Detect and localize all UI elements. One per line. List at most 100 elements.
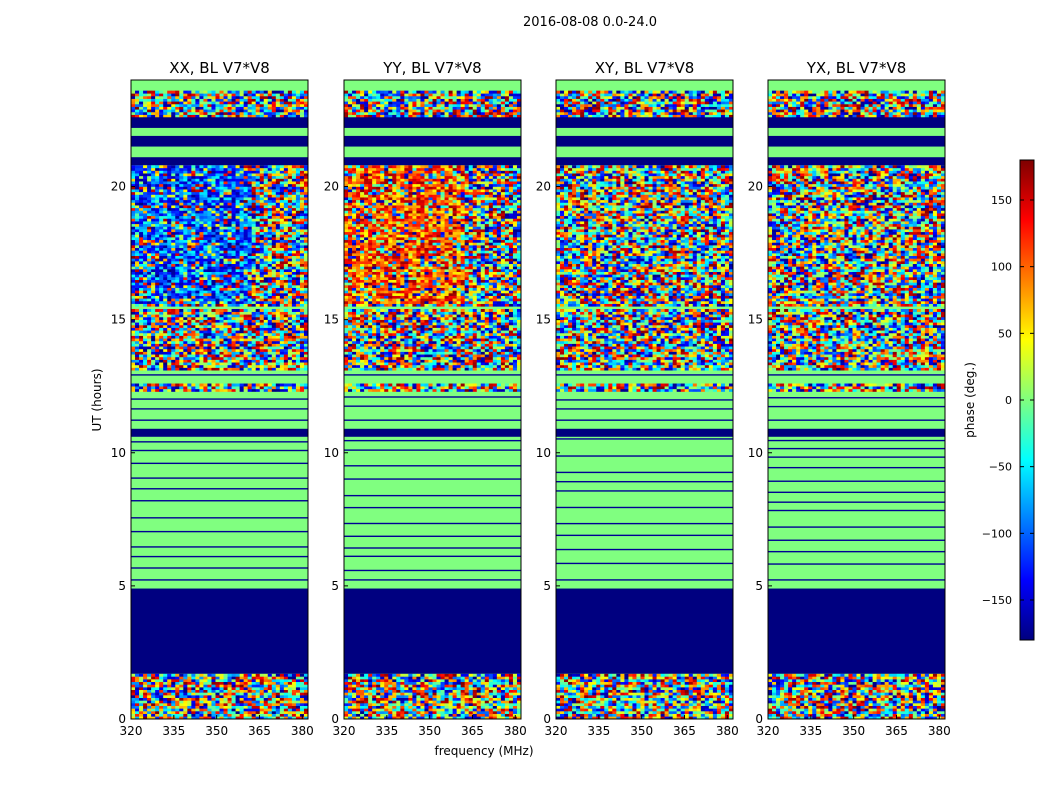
heatmap-cell [239, 173, 244, 177]
heatmap-cell [159, 213, 164, 217]
heatmap-cell [163, 388, 168, 392]
heatmap-cell [299, 197, 305, 201]
heatmap-cell [175, 250, 180, 254]
heatmap-cell [279, 279, 285, 283]
heatmap-cell [283, 191, 289, 195]
heatmap-cell [239, 226, 244, 230]
heatmap-cell [299, 703, 305, 706]
heatmap-cell [155, 202, 160, 206]
heatmap-cell [295, 332, 301, 336]
heatmap-cell [251, 298, 256, 302]
heatmap-cell [283, 713, 289, 717]
heatmap-cell [231, 111, 236, 115]
heatmap-cell [187, 703, 192, 706]
heatmap-cell [159, 250, 164, 254]
heatmap-cell [271, 324, 277, 328]
heatmap-cell [299, 311, 305, 315]
heatmap-cell [255, 271, 261, 275]
heatmap-cell [163, 170, 168, 174]
heatmap-cell [259, 103, 265, 107]
heatmap-cell [259, 167, 265, 171]
heatmap-cell [295, 213, 301, 217]
heatmap-cell [380, 711, 385, 714]
heatmap-cell [243, 708, 248, 712]
heatmap-cell [191, 226, 196, 230]
heatmap-cell [131, 269, 136, 272]
heatmap-cell [219, 165, 224, 169]
heatmap-cell [368, 716, 373, 720]
heatmap-cell [251, 207, 256, 211]
heatmap-cell [191, 231, 196, 235]
heatmap-cell [211, 170, 216, 174]
heatmap-cell [199, 676, 204, 680]
heatmap-cell [247, 194, 252, 198]
heatmap-cell [203, 356, 208, 360]
heatmap-cell [211, 388, 216, 392]
heatmap-cell [251, 346, 256, 350]
heatmap-cell [191, 330, 196, 334]
heatmap-cell [171, 705, 176, 709]
heatmap-cell [159, 673, 164, 677]
heatmap-cell [151, 340, 156, 344]
heatmap-cell [235, 332, 240, 336]
heatmap-cell [303, 165, 309, 169]
heatmap-cell [215, 194, 220, 198]
heatmap-cell [247, 101, 252, 105]
heatmap-cell [287, 367, 293, 371]
heatmap-cell [243, 175, 248, 179]
heatmap-cell [159, 705, 164, 709]
heatmap-cell [151, 183, 156, 187]
heatmap-cell [175, 101, 180, 105]
heatmap-cell [235, 362, 240, 366]
heatmap-cell [251, 351, 256, 355]
heatmap-cell [263, 386, 269, 390]
heatmap-cell [147, 383, 152, 387]
heatmap-cell [295, 95, 301, 99]
heatmap-cell [167, 279, 172, 283]
heatmap-cell [243, 705, 248, 709]
heatmap-cell [195, 711, 200, 714]
heatmap-cell [131, 703, 136, 706]
heatmap-cell [199, 330, 204, 334]
heatmap-cell [235, 703, 240, 706]
heatmap-cell [187, 269, 192, 272]
heatmap-cell [155, 684, 160, 688]
heatmap-cell [147, 367, 152, 371]
heatmap-cell [271, 703, 277, 706]
heatmap-cell [187, 210, 192, 214]
heatmap-cell [227, 383, 232, 387]
heatmap-cell [179, 711, 184, 714]
heatmap-cell [235, 173, 240, 177]
heatmap-cell [211, 705, 216, 709]
heatmap-cell [271, 167, 277, 171]
heatmap-cell [259, 239, 265, 243]
heatmap-cell [143, 274, 148, 278]
heatmap-cell [231, 711, 236, 714]
heatmap-cell [287, 684, 293, 688]
heatmap-cell [291, 199, 297, 203]
heatmap-cell [408, 716, 413, 720]
heatmap-cell [231, 364, 236, 368]
heatmap-cell [227, 332, 232, 336]
heatmap-cell [291, 194, 297, 198]
heatmap-cell [247, 684, 252, 688]
heatmap-cell [183, 269, 188, 272]
heatmap-cell [263, 348, 269, 352]
heatmap-cell [255, 207, 261, 211]
heatmap-cell [243, 269, 248, 272]
heatmap-cell [191, 290, 196, 294]
heatmap-cell [279, 109, 285, 113]
heatmap-cell [179, 692, 184, 696]
heatmap-cell [239, 332, 244, 336]
heatmap-cell [231, 237, 236, 241]
heatmap-cell [295, 300, 301, 304]
heatmap-cell [191, 194, 196, 198]
heatmap-cell [412, 705, 417, 709]
heatmap-cell [131, 303, 136, 307]
heatmap-cell [147, 277, 152, 280]
heatmap-cell [247, 364, 252, 368]
heatmap-cell [199, 695, 204, 698]
heatmap-cell [223, 114, 228, 118]
heatmap-cell [159, 287, 164, 291]
heatmap-cell [215, 303, 220, 307]
